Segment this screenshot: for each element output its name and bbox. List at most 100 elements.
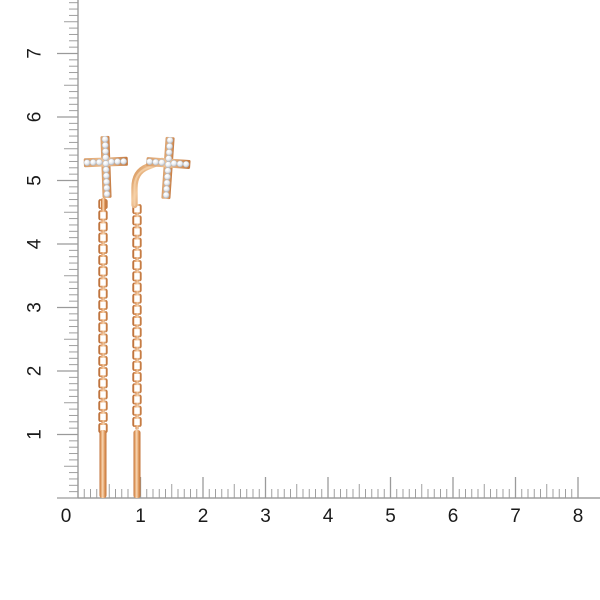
h-tick-label: 7 (510, 506, 521, 527)
pave-stone-sparkle (166, 156, 169, 159)
chain-link-highlight (99, 335, 101, 342)
pave-stone-sparkle (103, 149, 106, 152)
h-tick-label: 1 (135, 506, 146, 527)
chain-link-highlight (133, 418, 135, 426)
chain-link-highlight (99, 368, 101, 376)
chain-link-highlight (99, 245, 101, 253)
pave-stone (166, 136, 174, 144)
pave-stone (102, 166, 110, 173)
chain-link-highlight (99, 211, 101, 219)
pave-stone-sparkle (115, 159, 118, 162)
pave-stone-sparkle (168, 138, 171, 141)
chain-link-highlight (133, 272, 135, 280)
pave-stone-sparkle (104, 179, 107, 183)
chain-connector (135, 425, 139, 430)
pave-stone (164, 161, 172, 168)
v-tick-label: 2 (25, 366, 46, 377)
v-tick-label: 7 (25, 48, 46, 59)
chain-link-highlight (133, 407, 135, 415)
chain-link-highlight (133, 205, 135, 213)
pave-stone-sparkle (164, 192, 167, 196)
left-earring (83, 135, 128, 498)
pave-stone-sparkle (91, 160, 94, 163)
pave-stone (101, 142, 109, 149)
pave-stone-sparkle (104, 173, 107, 176)
chain-link-highlight (99, 267, 101, 275)
pave-stone (108, 158, 115, 166)
chain-link-highlight (133, 373, 135, 381)
pave-stone-sparkle (165, 168, 169, 171)
right-straight-bar-post (133, 430, 141, 498)
pave-stone-sparkle (167, 144, 170, 147)
pave-stone (182, 160, 190, 168)
pave-stone (165, 155, 172, 162)
chain-link-highlight (99, 223, 101, 230)
pave-stone (101, 135, 109, 143)
chain-link-highlight (99, 424, 101, 432)
horizontal-ruler: 1 2 3 4 5 6 7 8 (77, 477, 600, 527)
pave-stone (120, 158, 127, 165)
chain-link-highlight (133, 295, 135, 303)
v-tick-label: 6 (25, 112, 46, 123)
chain-link-highlight (133, 228, 135, 235)
cross-body (83, 135, 128, 199)
right-pave-cross (146, 136, 191, 200)
v-tick-label: 1 (25, 429, 46, 440)
h-tick-label: 8 (573, 506, 584, 527)
chain-link-highlight (133, 384, 135, 392)
pave-stone-sparkle (166, 162, 169, 165)
chain-link-highlight (133, 239, 135, 247)
pave-stone (164, 173, 171, 181)
pave-stone (103, 172, 110, 180)
v-tick-label: 4 (25, 238, 46, 249)
pave-stone-sparkle (103, 155, 106, 158)
pave-stone-sparkle (165, 174, 168, 177)
pave-stone-sparkle (104, 167, 107, 170)
h-tick-label: 4 (323, 506, 334, 527)
pave-stone (103, 190, 111, 198)
origin-label: 0 (61, 506, 72, 527)
pave-stone (163, 179, 171, 187)
pave-stone-sparkle (184, 162, 187, 165)
pave-stone (102, 154, 109, 161)
chain-link-highlight (133, 306, 135, 314)
left-straight-bar-post (99, 430, 107, 498)
pave-stone-sparkle (164, 186, 167, 190)
left-bail (101, 198, 106, 211)
chain-link-highlight (99, 256, 101, 264)
vertical-tick-marks (57, 2, 78, 499)
chain-link-highlight (133, 284, 135, 291)
chain-link-highlight (133, 328, 135, 336)
h-tick-label: 6 (448, 506, 459, 527)
pave-stone (158, 159, 166, 166)
chain-link-highlight (133, 396, 135, 403)
chain-link-highlight (99, 391, 101, 398)
pave-stone-sparkle (165, 180, 168, 183)
cross-body (146, 136, 191, 200)
pave-stone-sparkle (103, 143, 106, 146)
pave-stone-sparkle (153, 160, 156, 163)
chain-link-highlight (99, 279, 101, 286)
chain-link-highlight (133, 216, 135, 224)
pave-stone (114, 158, 121, 165)
h-tick-label: 5 (385, 506, 396, 527)
chain-link-highlight (99, 413, 101, 421)
pave-stone-sparkle (159, 160, 163, 163)
chain-link-highlight (99, 200, 101, 208)
pave-stone (95, 158, 103, 166)
vertical-ruler: 1 2 3 4 5 6 7 (25, 0, 79, 499)
chain-link-highlight (133, 261, 135, 269)
chain-link-highlight (99, 234, 101, 242)
pave-stone (162, 191, 170, 199)
pave-stone-sparkle (104, 192, 108, 195)
right-box-chain (132, 204, 142, 430)
right-hook-highlight (133, 161, 163, 206)
chain-link-highlight (99, 290, 101, 298)
chain-link-highlight (99, 357, 101, 365)
pave-stone (176, 160, 184, 168)
pave-stone (103, 178, 110, 186)
pave-stone (165, 149, 173, 156)
pave-stone-sparkle (121, 159, 124, 162)
